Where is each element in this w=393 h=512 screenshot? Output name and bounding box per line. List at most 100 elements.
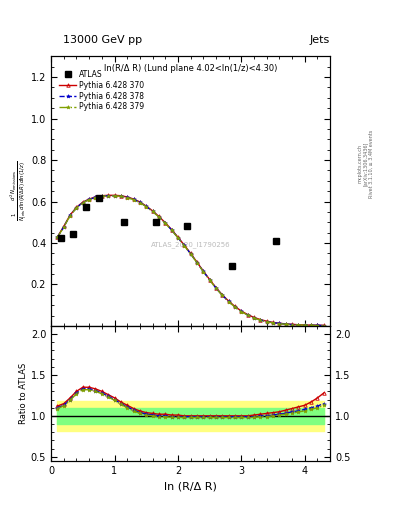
Pythia 6.428 379 bbox=[309, 322, 314, 328]
Pythia 6.428 370 bbox=[226, 298, 231, 304]
Pythia 6.428 379 bbox=[290, 322, 294, 328]
Pythia 6.428 378 bbox=[309, 322, 314, 328]
Pythia 6.428 379 bbox=[138, 200, 142, 206]
Pythia 6.428 378 bbox=[138, 199, 142, 205]
Pythia 6.428 378 bbox=[182, 242, 187, 248]
Pythia 6.428 370 bbox=[106, 192, 110, 198]
Pythia 6.428 379 bbox=[156, 214, 161, 220]
Pythia 6.428 378 bbox=[220, 292, 225, 298]
Pythia 6.428 378 bbox=[245, 312, 250, 318]
Pythia 6.428 379 bbox=[163, 220, 167, 226]
Pythia 6.428 370 bbox=[245, 311, 250, 317]
Pythia 6.428 379 bbox=[315, 323, 320, 329]
Legend: ATLAS, Pythia 6.428 370, Pythia 6.428 378, Pythia 6.428 379: ATLAS, Pythia 6.428 370, Pythia 6.428 37… bbox=[58, 68, 146, 113]
Pythia 6.428 378 bbox=[150, 208, 155, 215]
Pythia 6.428 378 bbox=[163, 220, 167, 226]
ATLAS bbox=[122, 219, 127, 225]
Pythia 6.428 379 bbox=[99, 193, 104, 199]
Pythia 6.428 379 bbox=[271, 320, 275, 326]
Pythia 6.428 370 bbox=[55, 233, 60, 240]
Pythia 6.428 370 bbox=[302, 322, 307, 328]
ATLAS bbox=[84, 204, 88, 210]
Pythia 6.428 379 bbox=[131, 197, 136, 203]
Text: [arXiv:1306.3436]: [arXiv:1306.3436] bbox=[363, 142, 368, 186]
Pythia 6.428 370 bbox=[258, 316, 263, 323]
Pythia 6.428 370 bbox=[119, 193, 123, 199]
Text: mcplots.cern.ch: mcplots.cern.ch bbox=[357, 144, 362, 183]
Pythia 6.428 379 bbox=[176, 234, 180, 241]
Line: Pythia 6.428 378: Pythia 6.428 378 bbox=[55, 194, 326, 328]
Pythia 6.428 370 bbox=[296, 322, 301, 328]
Pythia 6.428 379 bbox=[277, 321, 282, 327]
Pythia 6.428 379 bbox=[68, 212, 72, 219]
Text: 13000 GeV pp: 13000 GeV pp bbox=[63, 35, 142, 45]
Pythia 6.428 379 bbox=[93, 195, 98, 201]
Pythia 6.428 370 bbox=[283, 321, 288, 327]
Pythia 6.428 379 bbox=[150, 208, 155, 215]
Pythia 6.428 370 bbox=[195, 259, 199, 265]
Pythia 6.428 378 bbox=[169, 227, 174, 233]
Pythia 6.428 378 bbox=[201, 268, 206, 274]
Pythia 6.428 370 bbox=[264, 318, 269, 324]
Pythia 6.428 370 bbox=[156, 214, 161, 220]
Pythia 6.428 378 bbox=[252, 315, 256, 321]
Pythia 6.428 378 bbox=[176, 234, 180, 241]
Pythia 6.428 378 bbox=[302, 322, 307, 328]
Pythia 6.428 370 bbox=[271, 319, 275, 326]
Pythia 6.428 379 bbox=[169, 227, 174, 233]
ATLAS bbox=[274, 238, 279, 244]
X-axis label: ln (R/Δ R): ln (R/Δ R) bbox=[164, 481, 217, 491]
Text: Rivet 3.1.10, ≥ 3.4M events: Rivet 3.1.10, ≥ 3.4M events bbox=[369, 130, 374, 198]
Text: ATLAS_2020_I1790256: ATLAS_2020_I1790256 bbox=[151, 242, 230, 248]
Pythia 6.428 370 bbox=[74, 204, 79, 210]
Pythia 6.428 370 bbox=[99, 193, 104, 199]
Pythia 6.428 379 bbox=[321, 323, 326, 329]
Pythia 6.428 378 bbox=[315, 322, 320, 328]
Pythia 6.428 379 bbox=[252, 315, 256, 321]
Pythia 6.428 370 bbox=[61, 223, 66, 229]
Pythia 6.428 378 bbox=[61, 224, 66, 230]
Pythia 6.428 370 bbox=[93, 194, 98, 200]
Pythia 6.428 378 bbox=[125, 194, 130, 200]
Pythia 6.428 370 bbox=[321, 322, 326, 328]
ATLAS bbox=[185, 223, 190, 229]
Pythia 6.428 379 bbox=[226, 298, 231, 305]
Pythia 6.428 379 bbox=[119, 193, 123, 199]
Pythia 6.428 378 bbox=[283, 321, 288, 327]
Pythia 6.428 379 bbox=[201, 269, 206, 275]
Pythia 6.428 370 bbox=[138, 199, 142, 205]
Y-axis label: Ratio to ATLAS: Ratio to ATLAS bbox=[19, 363, 28, 424]
Pythia 6.428 378 bbox=[321, 323, 326, 329]
Pythia 6.428 378 bbox=[195, 260, 199, 266]
Pythia 6.428 370 bbox=[68, 212, 72, 218]
Pythia 6.428 378 bbox=[55, 234, 60, 240]
Pythia 6.428 379 bbox=[220, 292, 225, 298]
Pythia 6.428 379 bbox=[283, 321, 288, 327]
Pythia 6.428 378 bbox=[112, 193, 117, 199]
Pythia 6.428 378 bbox=[188, 251, 193, 257]
Pythia 6.428 378 bbox=[131, 197, 136, 203]
ATLAS bbox=[58, 236, 63, 242]
Pythia 6.428 378 bbox=[290, 322, 294, 328]
Pythia 6.428 378 bbox=[81, 200, 85, 206]
Pythia 6.428 379 bbox=[182, 243, 187, 249]
Pythia 6.428 379 bbox=[87, 197, 92, 203]
Line: Pythia 6.428 379: Pythia 6.428 379 bbox=[55, 194, 326, 328]
Pythia 6.428 379 bbox=[188, 251, 193, 257]
Pythia 6.428 378 bbox=[68, 212, 72, 219]
Pythia 6.428 378 bbox=[277, 321, 282, 327]
ATLAS bbox=[153, 219, 158, 225]
Pythia 6.428 378 bbox=[296, 322, 301, 328]
Pythia 6.428 379 bbox=[74, 205, 79, 211]
Line: Pythia 6.428 370: Pythia 6.428 370 bbox=[56, 194, 325, 327]
ATLAS bbox=[71, 230, 75, 237]
Pythia 6.428 370 bbox=[214, 285, 219, 291]
Pythia 6.428 379 bbox=[264, 319, 269, 325]
Pythia 6.428 378 bbox=[207, 277, 212, 283]
Pythia 6.428 378 bbox=[99, 193, 104, 199]
ATLAS bbox=[230, 263, 234, 269]
Pythia 6.428 379 bbox=[61, 224, 66, 230]
Pythia 6.428 379 bbox=[214, 285, 219, 291]
Pythia 6.428 379 bbox=[239, 309, 244, 315]
Pythia 6.428 378 bbox=[93, 194, 98, 200]
